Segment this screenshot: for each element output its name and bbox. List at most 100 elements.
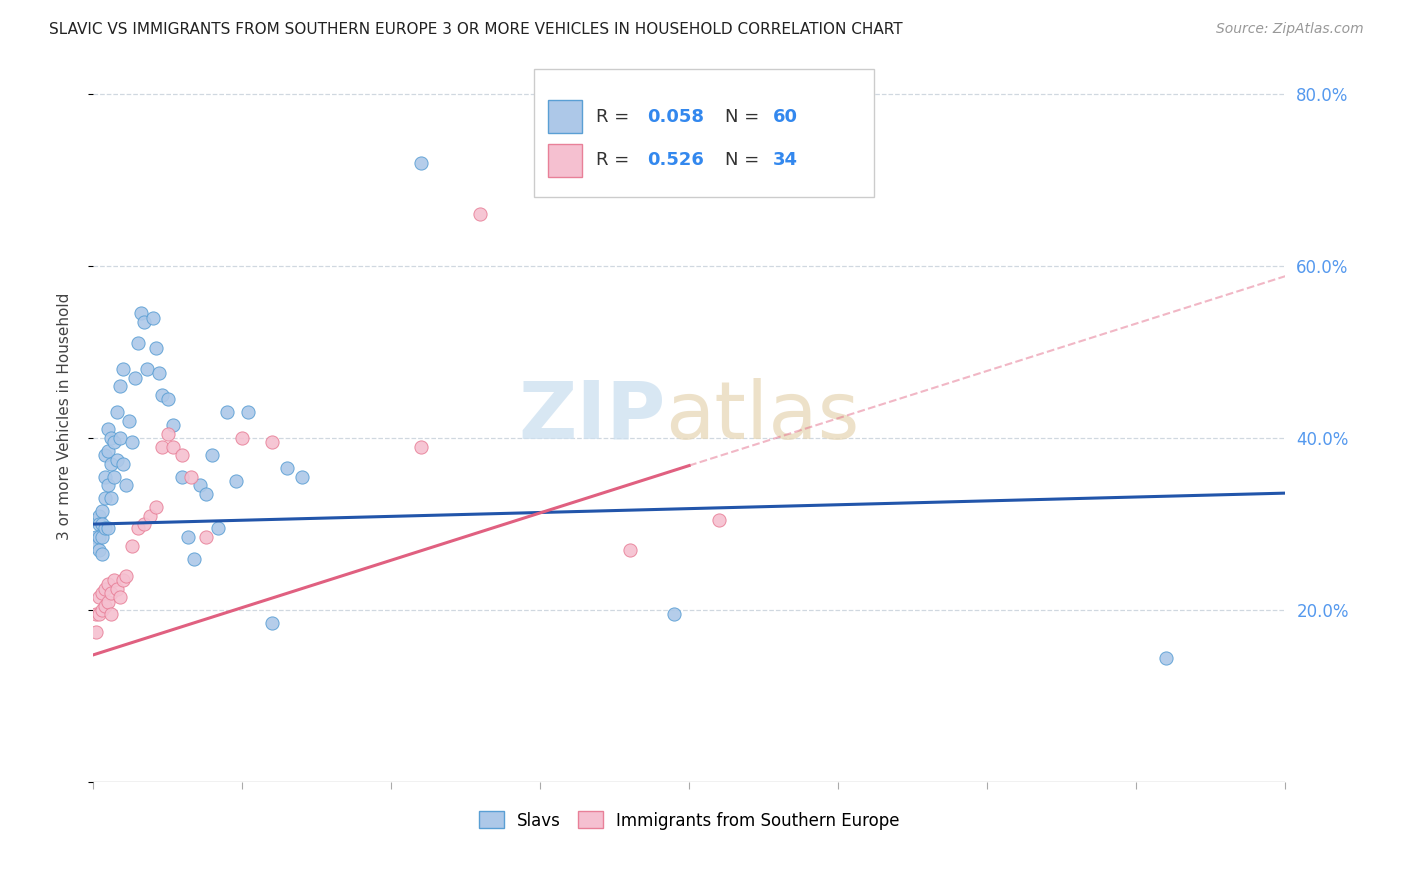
Text: N =: N =	[725, 108, 765, 126]
Point	[94, 469, 117, 483]
Bar	[548, 100, 582, 133]
Point	[150, 388, 173, 402]
Point	[260, 435, 283, 450]
Point	[84, 607, 107, 622]
Text: R =: R =	[596, 152, 636, 169]
Text: N =: N =	[725, 152, 765, 169]
Point	[94, 599, 117, 613]
Text: 0.526: 0.526	[647, 152, 704, 169]
Point	[114, 568, 136, 582]
Point	[231, 431, 253, 445]
Point	[118, 414, 141, 428]
Point	[87, 607, 110, 622]
Y-axis label: 3 or more Vehicles in Household: 3 or more Vehicles in Household	[58, 293, 72, 541]
Point	[91, 547, 114, 561]
Point	[217, 405, 239, 419]
Point	[103, 573, 125, 587]
Point	[100, 491, 122, 506]
Point	[84, 539, 107, 553]
Point	[470, 207, 492, 221]
Point	[111, 362, 134, 376]
Point	[172, 448, 194, 462]
Point	[207, 521, 229, 535]
Point	[409, 440, 432, 454]
Point	[156, 426, 179, 441]
Point	[100, 586, 122, 600]
Point	[276, 461, 298, 475]
Point	[1154, 650, 1177, 665]
Point	[100, 607, 122, 622]
Point	[127, 521, 149, 535]
Point	[177, 530, 200, 544]
Point	[409, 155, 432, 169]
Point	[145, 341, 167, 355]
Point	[97, 478, 120, 492]
Point	[135, 362, 157, 376]
Bar	[548, 144, 582, 177]
Point	[291, 469, 314, 483]
Point	[97, 422, 120, 436]
Point	[121, 539, 143, 553]
FancyBboxPatch shape	[534, 69, 875, 197]
Point	[84, 513, 107, 527]
Point	[150, 440, 173, 454]
Point	[619, 543, 641, 558]
Text: Source: ZipAtlas.com: Source: ZipAtlas.com	[1216, 22, 1364, 37]
Point	[91, 517, 114, 532]
Point	[195, 487, 218, 501]
Point	[180, 469, 202, 483]
Point	[172, 469, 194, 483]
Point	[97, 444, 120, 458]
Point	[97, 577, 120, 591]
Text: SLAVIC VS IMMIGRANTS FROM SOUTHERN EUROPE 3 OR MORE VEHICLES IN HOUSEHOLD CORREL: SLAVIC VS IMMIGRANTS FROM SOUTHERN EUROP…	[49, 22, 903, 37]
Point	[94, 582, 117, 596]
Point	[94, 491, 117, 506]
Text: ZIP: ZIP	[517, 377, 665, 456]
Point	[100, 431, 122, 445]
Point	[84, 530, 107, 544]
Point	[97, 521, 120, 535]
Point	[148, 367, 170, 381]
Point	[91, 530, 114, 544]
Point	[121, 435, 143, 450]
Point	[145, 500, 167, 514]
Point	[97, 594, 120, 608]
Point	[236, 405, 259, 419]
Point	[108, 431, 131, 445]
Point	[105, 452, 128, 467]
Point	[108, 591, 131, 605]
Point	[111, 457, 134, 471]
Point	[91, 504, 114, 518]
Point	[132, 315, 155, 329]
Point	[111, 573, 134, 587]
Point	[707, 513, 730, 527]
Point	[100, 457, 122, 471]
Point	[195, 530, 218, 544]
Point	[94, 448, 117, 462]
Text: atlas: atlas	[665, 377, 859, 456]
Point	[87, 530, 110, 544]
Point	[142, 310, 165, 325]
Point	[183, 551, 205, 566]
Legend: Slavs, Immigrants from Southern Europe: Slavs, Immigrants from Southern Europe	[472, 805, 905, 836]
Point	[129, 306, 152, 320]
Point	[91, 586, 114, 600]
Point	[87, 508, 110, 523]
Point	[138, 508, 160, 523]
Text: 60: 60	[772, 108, 797, 126]
Point	[132, 517, 155, 532]
Point	[91, 603, 114, 617]
Point	[260, 616, 283, 631]
Point	[108, 379, 131, 393]
Point	[162, 418, 184, 433]
Point	[664, 607, 686, 622]
Point	[162, 440, 184, 454]
Point	[124, 371, 146, 385]
Point	[103, 435, 125, 450]
Point	[87, 517, 110, 532]
Point	[201, 448, 224, 462]
Point	[225, 474, 247, 488]
Text: 34: 34	[772, 152, 797, 169]
Point	[105, 582, 128, 596]
Point	[127, 336, 149, 351]
